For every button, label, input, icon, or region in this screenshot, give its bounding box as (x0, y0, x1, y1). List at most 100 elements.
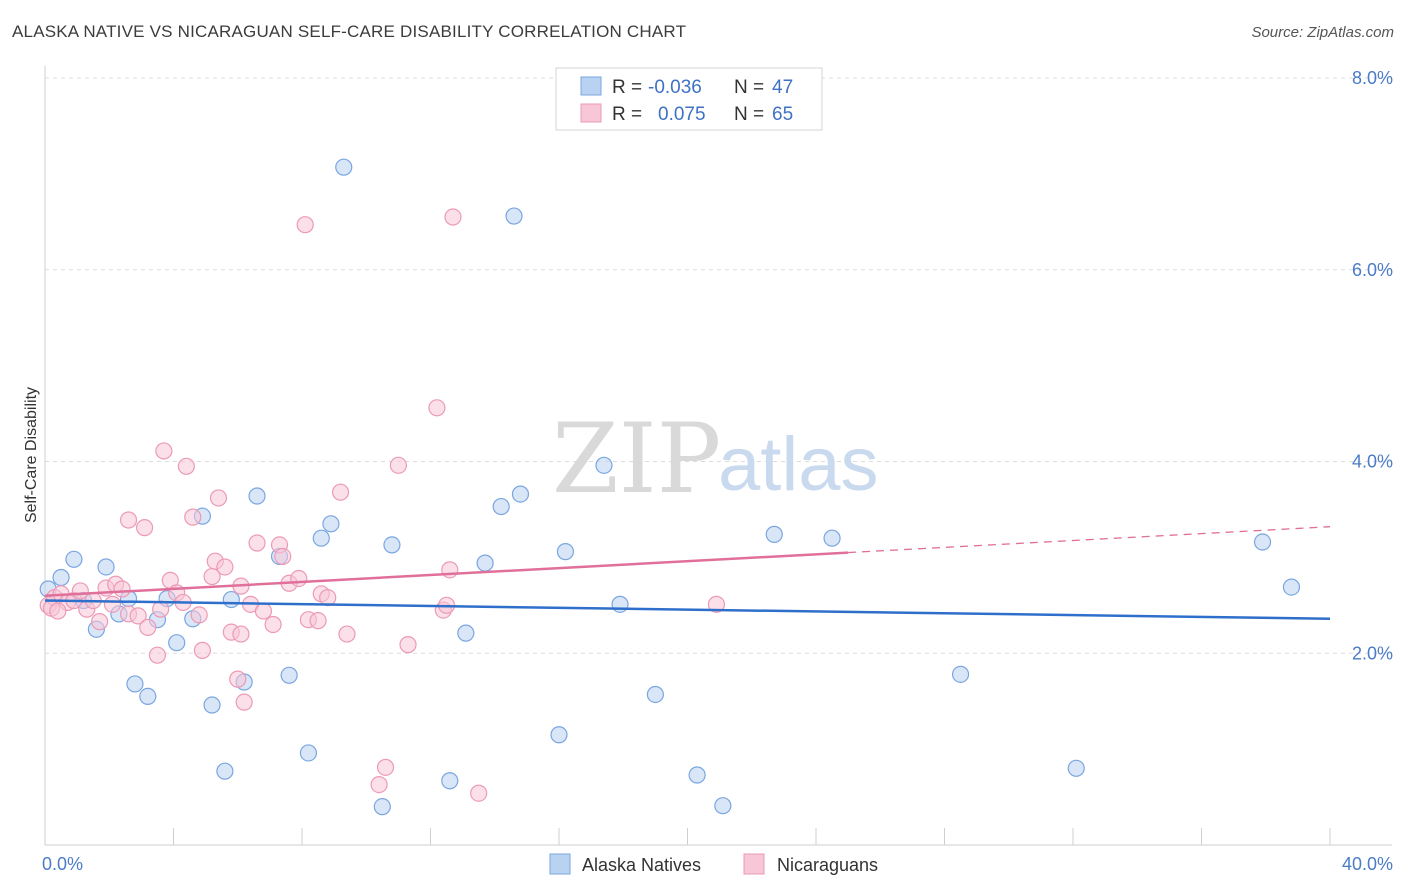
alaska-point-25 (335, 158, 353, 176)
bottom-legend: Alaska Natives Nicaraguans (549, 853, 878, 875)
nicaraguan-point-15 (129, 607, 147, 625)
alaska-point-46 (1282, 578, 1301, 596)
alaska-point-33 (511, 485, 530, 503)
nicaraguan-point-40 (264, 615, 282, 634)
nicaraguan-point-38 (248, 534, 266, 552)
nicaraguan-point-52 (370, 775, 388, 794)
nicaraguan-point-33 (229, 670, 247, 688)
alaska-point-17 (222, 590, 240, 609)
alaska-point-19 (248, 487, 266, 505)
alaska-point-24 (322, 515, 340, 533)
legend-n-label-1: N = (734, 104, 764, 125)
alaska-point-23 (312, 529, 330, 547)
nicaraguan-point-44 (290, 569, 308, 588)
alaska-point-39 (688, 766, 706, 784)
nicaraguan-point-64 (49, 602, 67, 620)
nicaraguan-point-60 (444, 208, 462, 226)
bottom-legend-alaska: Alaska Natives (582, 855, 701, 875)
alaska-point-2 (65, 550, 83, 568)
nicaraguan-point-19 (152, 600, 170, 618)
alaska-point-12 (168, 634, 186, 652)
y-tick-label-1: 4.0% (1352, 452, 1393, 472)
alaska-point-16 (216, 762, 234, 780)
grid-lines (45, 77, 1392, 654)
alaska-point-34 (550, 726, 568, 744)
nicaraguan-point-10 (103, 595, 122, 613)
nicaraguan-point-24 (177, 457, 195, 475)
y-tick-label-3: 8.0% (1352, 68, 1393, 88)
nicaraguan-point-55 (399, 636, 417, 654)
nicaraguan-point-61 (470, 784, 488, 802)
alaska-point-28 (441, 772, 459, 790)
y-tick-label-2: 6.0% (1352, 260, 1393, 280)
nicaraguan-point-12 (113, 580, 131, 598)
legend-n-label-0: N = (734, 77, 764, 98)
alaska-point-41 (765, 525, 783, 543)
alaska-point-27 (383, 536, 401, 554)
alaska-point-15 (203, 696, 221, 714)
nicaraguan-point-20 (155, 442, 173, 460)
x-tick-label-0: 0.0% (42, 854, 83, 874)
nicaraguan-point-25 (184, 508, 202, 526)
watermark: ZIP atlas (552, 403, 879, 515)
nicaraguan-point-27 (193, 641, 212, 659)
alaska-point-44 (1067, 759, 1085, 777)
alaska-point-35 (556, 543, 575, 561)
alaska-point-26 (373, 798, 391, 816)
alaska-point-38 (646, 685, 664, 704)
nicaraguan-point-14 (119, 511, 138, 529)
alaska-point-22 (299, 744, 318, 762)
nicaraguan-point-53 (376, 758, 395, 776)
nicaraguan-point-34 (232, 625, 250, 643)
nicaraguan-point-16 (135, 519, 154, 537)
nicaraguan-point-8 (91, 613, 109, 631)
y-tick-label-0: 2.0% (1352, 643, 1393, 663)
nicaraguan-point-45 (296, 216, 314, 234)
trend-lines (44, 526, 1331, 620)
legend-r-label-0: R = (612, 77, 642, 98)
bottom-legend-swatch-alaska (549, 853, 571, 875)
nicaraguan-point-62 (707, 595, 726, 613)
alaska-point-1 (52, 568, 70, 587)
nicaraguan-point-39 (254, 602, 273, 620)
alaska-point-5 (97, 558, 115, 576)
nicaraguan-point-31 (216, 558, 234, 576)
nicaraguan-point-50 (331, 483, 350, 501)
nicaraguan-point-42 (274, 547, 292, 566)
legend-swatch-nicaraguan (580, 103, 602, 123)
nicaraguan-point-26 (190, 606, 208, 624)
nicaraguan-point-36 (235, 693, 253, 711)
alaska-point-29 (457, 624, 475, 642)
nicaraguan-point-51 (338, 625, 356, 643)
nicaraguan-trend-line (44, 551, 849, 597)
nicaraguan-point-47 (309, 612, 327, 630)
alaska-point-21 (280, 666, 298, 684)
bottom-legend-swatch-nicaraguan (743, 853, 765, 875)
y-axis-label: Self-Care Disability (23, 387, 40, 523)
x-tick-label-1: 40.0% (1342, 854, 1393, 874)
bottom-legend-nicaraguan: Nicaraguans (777, 855, 878, 875)
watermark-zip: ZIP (552, 403, 721, 515)
alaska-point-42 (823, 529, 841, 547)
axes (44, 66, 1392, 846)
legend-n-value-1: 65 (772, 104, 793, 125)
alaska-point-8 (126, 675, 144, 693)
alaska-point-31 (492, 497, 510, 516)
nicaraguan-trend-extension (848, 526, 1331, 554)
alaska-point-30 (476, 554, 494, 572)
tick-labels: 2.0% 4.0% 6.0% 8.0% 0.0% 40.0% (42, 68, 1393, 874)
alaska-point-40 (714, 797, 732, 815)
alaska-point-32 (505, 207, 523, 225)
watermark-atlas: atlas (718, 422, 879, 507)
legend-swatch-alaska (580, 76, 602, 96)
legend-r-value-0: -0.036 (648, 77, 702, 98)
nicaraguan-point-18 (148, 646, 167, 664)
legend-box: R = -0.036 N = 47 R = 0.075 N = 65 (555, 67, 823, 131)
nicaraguan-point-54 (389, 456, 407, 474)
alaska-point-9 (139, 687, 157, 705)
alaska-point-36 (595, 456, 613, 474)
alaska-point-43 (951, 665, 970, 683)
chart-title: ALASKA NATIVE VS NICARAGUAN SELF-CARE DI… (12, 22, 687, 41)
data-points (39, 158, 1301, 816)
